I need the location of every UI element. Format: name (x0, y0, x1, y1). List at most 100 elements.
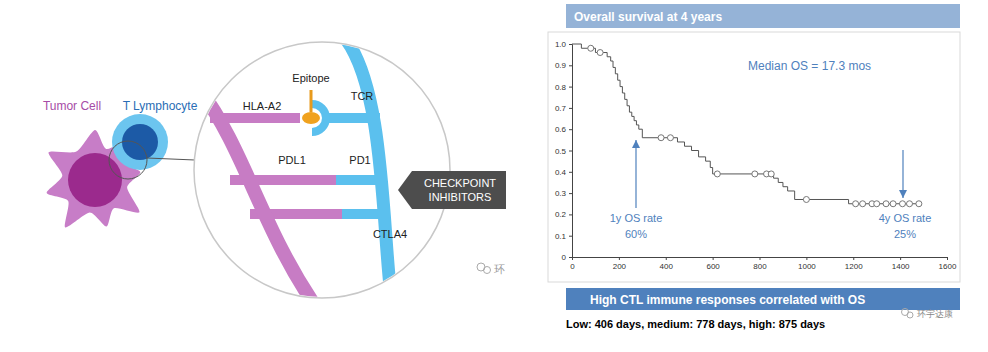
censor-mark (597, 50, 603, 56)
tick-mark (569, 214, 572, 215)
watermark-icon (907, 312, 913, 318)
tick: 1400 (892, 257, 910, 271)
tick-mark (569, 257, 572, 258)
annotation: 25% (894, 228, 916, 240)
annotation-arrowhead (899, 190, 907, 198)
censor-mark (899, 201, 905, 207)
tick-label: 0.6 (555, 125, 567, 134)
tick: 0.1 (555, 232, 572, 241)
tcr-label: TCR (351, 90, 374, 102)
axis-line (569, 45, 573, 258)
title-banner (566, 4, 960, 28)
tick-label: 800 (753, 262, 767, 271)
tick: 0.2 (555, 210, 572, 219)
annotation: 60% (625, 228, 647, 240)
tick-label: 0.1 (555, 232, 567, 241)
t-cell-label: T Lymphocyte (123, 99, 198, 113)
censor-mark (803, 196, 809, 202)
annotation-arrow (635, 140, 636, 208)
zoom-circle (194, 42, 450, 298)
tick-mark (853, 257, 854, 260)
censor-mark (890, 201, 896, 207)
zoom-spot (109, 141, 147, 179)
tick-label: 200 (613, 262, 627, 271)
tick-label: 0.9 (555, 61, 567, 70)
diagram: Tumor CellT LymphocyteEpitopeHLA-A2TCRPD… (43, 38, 506, 310)
tick: 1000 (798, 257, 816, 271)
tick-mark (947, 257, 948, 260)
tick-label: 1.0 (555, 40, 567, 49)
censor-mark (907, 201, 913, 207)
callout-line: INHIBITORS (429, 191, 492, 203)
t-cell-membrane (345, 38, 392, 305)
watermark: 环 (494, 263, 505, 275)
tick-mark (569, 236, 572, 237)
chart-title: Overall survival at 4 years (574, 10, 722, 24)
censor-mark (874, 201, 880, 207)
pdl1-label: PDL1 (278, 154, 306, 166)
watermark-icon (484, 267, 491, 274)
censor-mark (860, 201, 866, 207)
tick-label: 0.7 (555, 104, 567, 113)
survival-curve (572, 44, 919, 204)
annotation: Median OS = 17.3 mos (748, 59, 871, 73)
tick: 0 (570, 257, 575, 271)
t-cell-body (112, 114, 168, 170)
tick-mark (569, 193, 572, 194)
plot-frame (548, 32, 960, 282)
callout-box (398, 171, 506, 209)
x-axis: 0 200 400 600 800 1000 1200 1400 1600 (570, 257, 957, 271)
y-axis: 00.10.20.30.40.50.60.70.80.91.0 (555, 40, 573, 262)
tick-mark (666, 257, 667, 260)
tick-mark (569, 151, 572, 152)
tumor-cell-label: Tumor Cell (43, 99, 101, 113)
censor-mark (768, 171, 774, 177)
tick: 1600 (939, 257, 957, 271)
tick: 1200 (845, 257, 863, 271)
tumor-membrane (200, 90, 318, 310)
tick-mark (569, 129, 572, 130)
footer-text: Low: 406 days, medium: 778 days, high: 8… (566, 318, 825, 330)
pd1-label: PD1 (349, 154, 370, 166)
annotation-arrowhead (632, 140, 640, 148)
annotation: 4y OS rate (879, 212, 932, 224)
epitope (302, 112, 320, 124)
tick-label: 0 (570, 262, 575, 271)
ctla4-label: CTLA4 (373, 228, 407, 240)
tumor-cell-nucleus (68, 153, 122, 207)
annotation: 1y OS rate (610, 212, 663, 224)
epitope-label: Epitope (292, 72, 329, 84)
zoom-content (200, 38, 392, 310)
tick-label: 1000 (798, 262, 816, 271)
epitope-stick (310, 90, 313, 112)
tick: 200 (613, 257, 627, 271)
tick-mark (900, 257, 901, 260)
tick-label: 0.5 (555, 147, 567, 156)
footer-banner (566, 288, 960, 310)
tick-mark (713, 257, 714, 260)
tick: 0.8 (555, 83, 572, 92)
tick-mark (760, 257, 761, 260)
censor-mark (588, 45, 594, 51)
chart: Overall survival at 4 years 0 200 400 600 800… (548, 4, 960, 330)
axis-line (573, 258, 948, 261)
tick-label: 0.4 (555, 168, 567, 177)
tick: 0.3 (555, 189, 572, 198)
tick-label: 400 (660, 262, 674, 271)
censor-mark (916, 201, 922, 207)
censor-mark (714, 171, 720, 177)
footer-title: High CTL immune responses correlated wit… (590, 293, 865, 307)
callout-line: CHECKPOINT (424, 177, 496, 189)
tick: 400 (660, 257, 674, 271)
tick-mark (569, 44, 572, 45)
tick-mark (569, 87, 572, 88)
tick: 0.6 (555, 125, 572, 134)
tick: 800 (753, 257, 767, 271)
tick-label: 600 (706, 262, 720, 271)
tick-mark (569, 65, 572, 66)
tick-mark (619, 257, 620, 260)
tick-mark (806, 257, 807, 260)
tick-label: 0.2 (555, 210, 567, 219)
censor-mark (658, 135, 664, 141)
zoom-circle-bg (194, 42, 450, 298)
